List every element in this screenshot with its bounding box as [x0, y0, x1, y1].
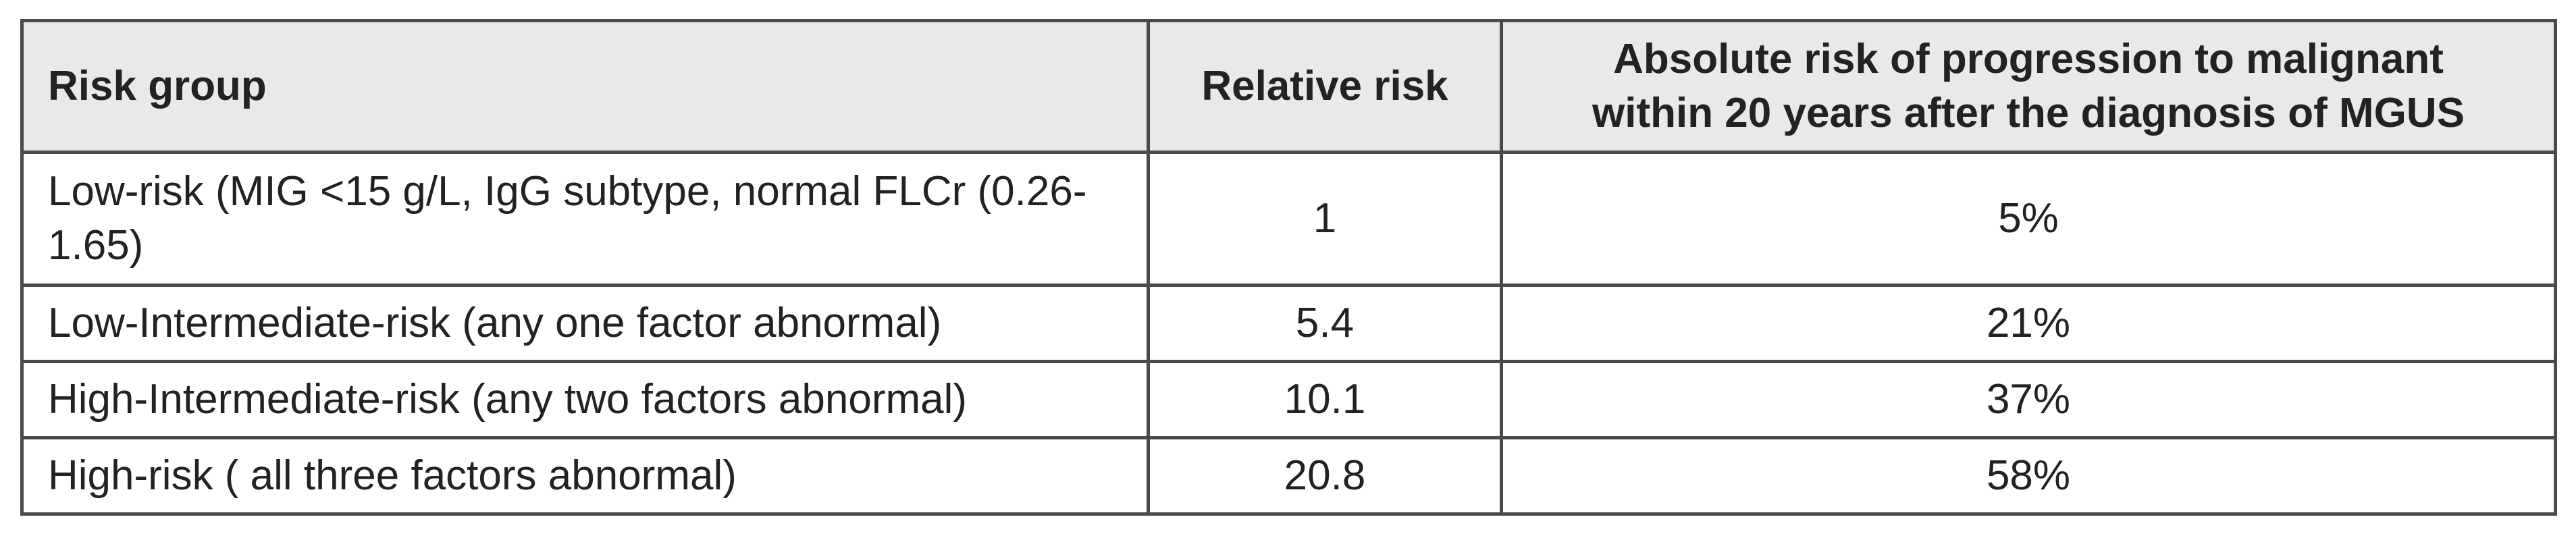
cell-absolute-risk: 21% [1500, 284, 2557, 363]
risk-table: Risk group Relative risk Absolute risk o… [20, 19, 2557, 516]
table-row: Low-risk (MIG <15 g/L, IgG subtype, norm… [20, 151, 2557, 287]
cell-risk-group: High-risk ( all three factors abnormal) [20, 436, 1150, 516]
cell-absolute-risk: 58% [1500, 436, 2557, 516]
cell-absolute-risk: 37% [1500, 360, 2557, 439]
cell-risk-group: Low-risk (MIG <15 g/L, IgG subtype, norm… [20, 151, 1150, 287]
cell-relative-risk: 10.1 [1147, 360, 1503, 439]
header-relative-risk: Relative risk [1147, 19, 1503, 154]
header-absolute-risk-line-1: Absolute risk of progression to malignan… [1613, 36, 2444, 82]
table-row: High-Intermediate-risk (any two factors … [20, 360, 2557, 439]
cell-absolute-risk: 5% [1500, 151, 2557, 287]
cell-risk-group: High-Intermediate-risk (any two factors … [20, 360, 1150, 439]
table-row: Low-Intermediate-risk (any one factor ab… [20, 284, 2557, 363]
header-risk-group: Risk group [20, 19, 1150, 154]
cell-relative-risk: 1 [1147, 151, 1503, 287]
risk-table-container: Risk group Relative risk Absolute risk o… [20, 19, 2557, 516]
cell-relative-risk: 5.4 [1147, 284, 1503, 363]
header-absolute-risk-line-2: within 20 years after the diagnosis of M… [1592, 90, 2465, 136]
cell-relative-risk: 20.8 [1147, 436, 1503, 516]
table-row: High-risk ( all three factors abnormal) … [20, 436, 2557, 516]
header-row: Risk group Relative risk Absolute risk o… [20, 19, 2557, 154]
header-absolute-risk: Absolute risk of progression to malignan… [1500, 19, 2557, 154]
cell-risk-group: Low-Intermediate-risk (any one factor ab… [20, 284, 1150, 363]
